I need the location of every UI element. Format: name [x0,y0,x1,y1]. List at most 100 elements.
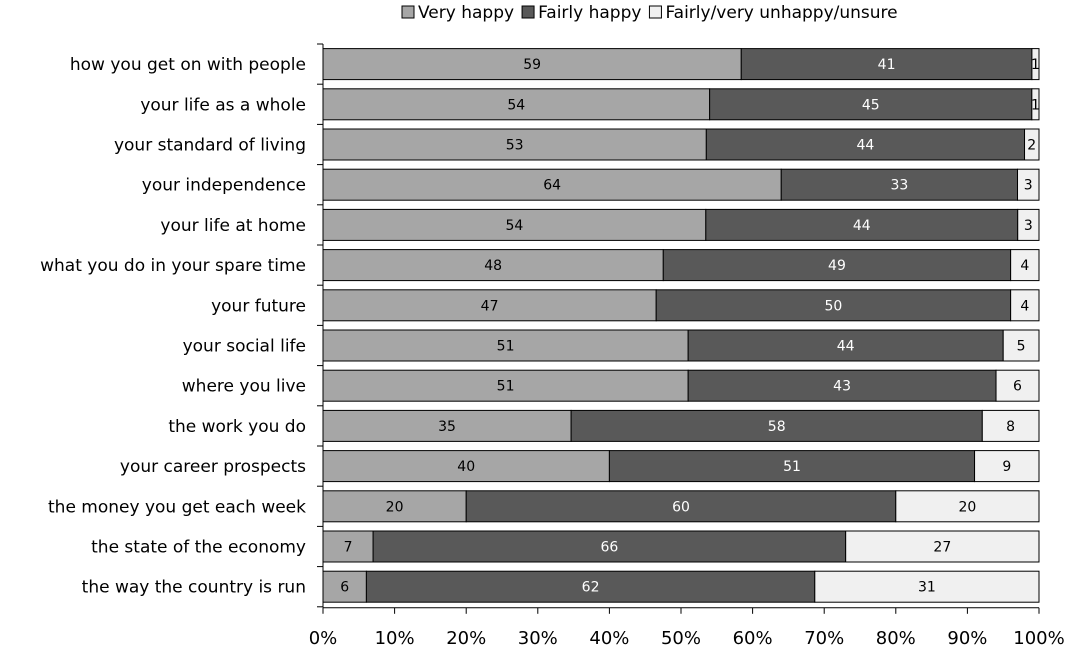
data-label: 43 [833,379,851,395]
data-label: 1 [1031,97,1040,113]
data-label: 4 [1020,298,1029,314]
x-tick-label: 60% [733,628,773,647]
data-label: 49 [828,258,846,274]
data-label: 9 [1002,459,1011,475]
bar-segment [365,570,816,603]
category-label: the work you do [168,417,306,437]
bar-segment [465,490,897,523]
data-label: 58 [768,419,786,435]
x-tick-label: 20% [446,628,486,647]
legend-label: Fairly happy [538,3,641,23]
data-label: 47 [481,298,499,314]
data-label: 51 [497,339,515,355]
category-label: your independence [142,176,306,196]
category-label: what you do in your spare time [40,256,306,276]
legend-swatch [648,5,662,19]
bar-segment [322,409,572,442]
category-label: your standard of living [114,136,306,156]
legend-label: Very happy [418,3,514,23]
bar-segment [322,48,742,81]
bar-segment [322,289,657,322]
data-label: 51 [783,459,801,475]
data-label: 2 [1027,138,1036,154]
data-label: 50 [825,298,843,314]
bar-segment [1010,249,1040,282]
category-label: your future [211,296,306,316]
bar-segment [1017,208,1040,241]
bar-segment [740,48,1033,81]
category-label: the state of the economy [91,538,306,558]
bar-segment [322,329,689,362]
category-label: how you get on with people [70,55,306,75]
data-label: 66 [600,540,618,556]
data-label: 3 [1024,178,1033,194]
data-label: 6 [1013,379,1022,395]
bar-segment [995,369,1040,402]
category-label: your social life [183,337,306,357]
data-label: 44 [857,138,875,154]
data-label: 8 [1006,419,1015,435]
data-label: 27 [933,540,951,556]
bar-segment [322,490,467,523]
bar-segment [322,128,707,161]
bar-segment [322,249,664,282]
data-label: 64 [543,178,561,194]
data-label: 35 [438,419,456,435]
bar-segment [780,168,1019,201]
x-tick-label: 70% [804,628,844,647]
data-label: 54 [505,218,523,234]
data-label: 54 [507,97,525,113]
legend-swatch [521,5,535,19]
bar-segment [608,450,976,483]
bar-segment [570,409,983,442]
bar-segment [705,208,1019,241]
x-tick-label: 80% [876,628,916,647]
legend: Very happy Fairly happy Fairly/very unhapp… [401,3,898,23]
x-tick-label: 10% [375,628,415,647]
data-label: 60 [672,499,690,515]
bar-segment [1031,88,1040,121]
data-label: 40 [457,459,475,475]
bar-segment [1031,48,1040,81]
data-label: 62 [582,580,600,596]
x-tick-label: 0% [309,628,338,647]
bar-segment [1002,329,1040,362]
x-tick-label: 90% [947,628,987,647]
bar-segment [974,450,1040,483]
category-label: your life at home [160,216,306,236]
data-label: 31 [918,580,936,596]
legend-label: Fairly/very unhappy/unsure [665,3,897,23]
bar-segment [814,570,1040,603]
bar-segment [655,289,1012,322]
bar-segment [895,490,1040,523]
axes: 0% 10% 20% 30% 40% 50% 60% 70% 80% 90% 100% [309,43,1065,647]
category-label: the money you get each week [48,497,306,517]
data-label: 53 [506,138,524,154]
bar-segment [1024,128,1040,161]
bar-segment [372,530,847,563]
data-label: 20 [958,499,976,515]
category-label: the way the country is run [82,578,306,598]
data-label: 33 [890,178,908,194]
bar-segment [322,168,782,201]
bar-segment [845,530,1040,563]
bar-segment [322,530,374,563]
data-label: 6 [340,580,349,596]
bar-segment [662,249,1012,282]
data-label: 45 [862,97,880,113]
x-tick-label: 100% [1013,628,1064,647]
data-label: 3 [1024,218,1033,234]
bar-segment [1010,289,1040,322]
data-label: 1 [1031,57,1040,73]
data-label: 20 [386,499,404,515]
data-label: 51 [497,379,515,395]
data-label: 7 [344,540,353,556]
bar-segment [687,329,1004,362]
category-label: where you live [182,377,306,397]
x-tick-label: 40% [589,628,629,647]
data-label: 59 [523,57,541,73]
data-label: 44 [853,218,871,234]
bar-segment [1017,168,1040,201]
data-label: 44 [837,339,855,355]
